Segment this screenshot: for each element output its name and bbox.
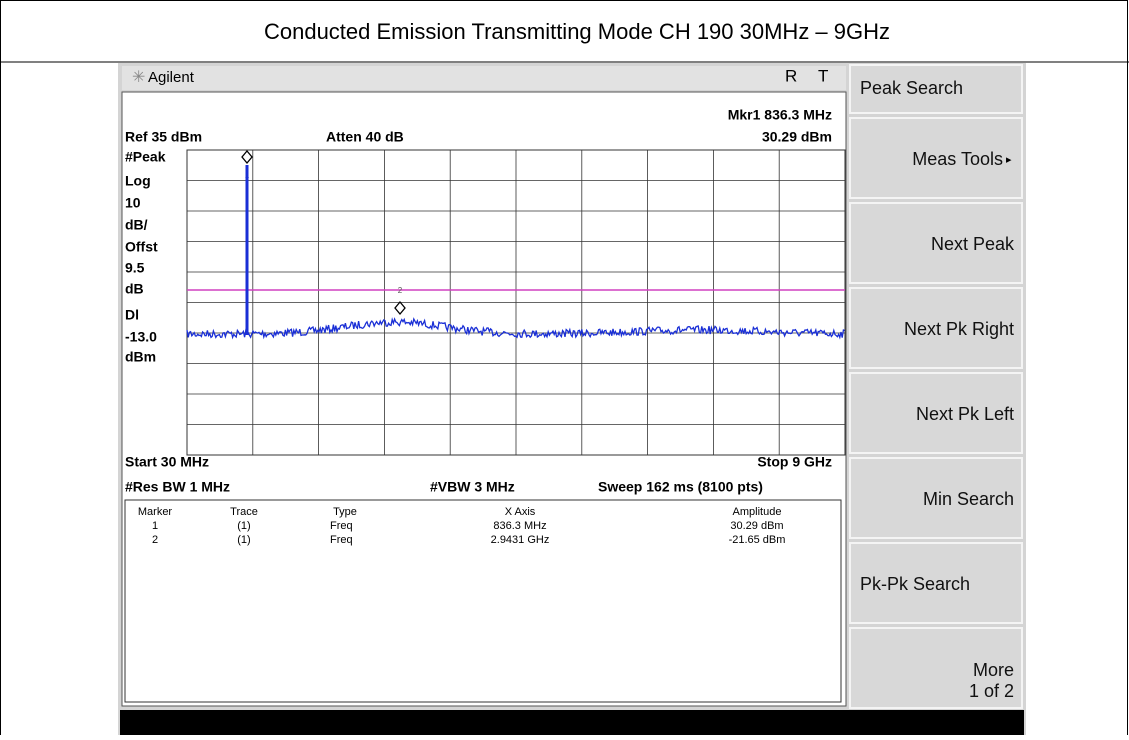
trace bbox=[186, 317, 845, 340]
table-cell: -21.65 dBm bbox=[729, 534, 786, 546]
scale-label: Offst bbox=[125, 239, 158, 255]
attenuation: Atten 40 dB bbox=[326, 129, 404, 145]
brand: Agilent bbox=[148, 69, 195, 86]
scale-label: -13.0 bbox=[125, 329, 157, 345]
status-bar bbox=[120, 710, 1024, 735]
softkey-label: Pk-Pk Search bbox=[860, 574, 970, 594]
column-header: X Axis bbox=[505, 506, 536, 518]
marker-readout: Mkr1 836.3 MHz bbox=[728, 107, 832, 123]
softkey[interactable] bbox=[849, 542, 1023, 624]
table-cell: (1) bbox=[237, 534, 250, 546]
title: Conducted Emission Transmitting Mode CH … bbox=[264, 19, 890, 44]
marker-amplitude: 30.29 dBm bbox=[762, 129, 832, 145]
softkey[interactable] bbox=[849, 202, 1023, 284]
indicator: R bbox=[785, 66, 797, 85]
res-bw: #Res BW 1 MHz bbox=[125, 479, 230, 495]
table-cell: 30.29 dBm bbox=[730, 520, 783, 532]
table-cell: 836.3 MHz bbox=[493, 520, 546, 532]
logo: ✳ bbox=[132, 69, 145, 86]
table-cell: 2.9431 GHz bbox=[491, 534, 550, 546]
softkey[interactable] bbox=[849, 457, 1023, 539]
softkey-label: Meas Tools bbox=[912, 149, 1003, 169]
table-cell: Freq bbox=[330, 520, 353, 532]
marker-1 bbox=[241, 149, 253, 165]
softkey[interactable] bbox=[849, 627, 1023, 709]
scale-label: 9.5 bbox=[125, 260, 145, 276]
softkey-label: More bbox=[973, 660, 1014, 680]
stop: Stop 9 GHz bbox=[757, 454, 832, 470]
sweep: Sweep 162 ms (8100 pts) bbox=[598, 479, 763, 495]
marker-label: 1 bbox=[245, 171, 250, 180]
column-header: Marker bbox=[138, 506, 173, 518]
softkey[interactable] bbox=[849, 117, 1023, 199]
marker-2 bbox=[394, 300, 406, 316]
softkey[interactable] bbox=[849, 287, 1023, 369]
softkey[interactable] bbox=[849, 64, 1023, 114]
indicator: T bbox=[818, 66, 828, 85]
scale-label: dBm bbox=[125, 349, 156, 365]
table-cell: 2 bbox=[152, 534, 158, 546]
scale-label: #Peak bbox=[125, 149, 166, 165]
scale-label: dB/ bbox=[125, 217, 148, 233]
submenu-arrow: ▸ bbox=[1006, 154, 1012, 166]
softkey-label: Next Peak bbox=[931, 234, 1015, 254]
start: Start 30 MHz bbox=[125, 454, 209, 470]
vbw: #VBW 3 MHz bbox=[430, 479, 515, 495]
softkey-label: Min Search bbox=[923, 489, 1014, 509]
column-header: Amplitude bbox=[733, 506, 782, 518]
table-cell: (1) bbox=[237, 520, 250, 532]
column-header: Type bbox=[333, 506, 357, 518]
marker-table bbox=[124, 499, 842, 703]
ref-level: Ref 35 dBm bbox=[125, 129, 202, 145]
column-header: Trace bbox=[230, 506, 258, 518]
grid bbox=[187, 150, 845, 455]
scale-label: Dl bbox=[125, 307, 139, 323]
marker-label: 2 bbox=[398, 286, 403, 295]
softkey[interactable] bbox=[849, 372, 1023, 454]
softkey-label: Next Pk Left bbox=[916, 404, 1014, 424]
softkey-label: Peak Search bbox=[860, 78, 963, 98]
softkey-sub: 1 of 2 bbox=[969, 681, 1014, 701]
scale-label: Log bbox=[125, 173, 151, 189]
table-cell: 1 bbox=[152, 520, 158, 532]
scale-label: 10 bbox=[125, 195, 141, 211]
header-bar bbox=[122, 66, 846, 90]
table-cell: Freq bbox=[330, 534, 353, 546]
scale-label: dB bbox=[125, 281, 144, 297]
softkey-label: Next Pk Right bbox=[904, 319, 1014, 339]
